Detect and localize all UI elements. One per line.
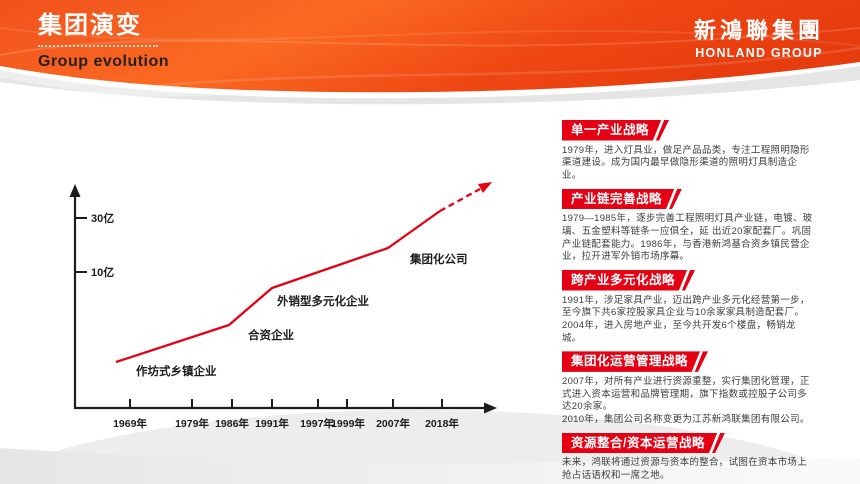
header-highlight-curve	[39, 46, 860, 102]
title-dotted-divider	[38, 44, 158, 47]
y-axis-arrow-icon	[69, 184, 81, 197]
header-highlight-curve	[0, 27, 860, 47]
header-highlight-curve	[0, 27, 860, 56]
growth-arrow-icon	[478, 182, 492, 193]
section-title-badge: 跨产业多元化战略	[562, 270, 695, 291]
x-tick-label: 2018年	[425, 417, 459, 430]
strategy-section-diversification: 跨产业多元化战略 1991年，涉足家具产业，迈出跨产业多元化经营第一步，至今旗下…	[562, 270, 826, 345]
logo-chinese-text: 新鴻聯集團	[693, 18, 824, 43]
x-tick-label: 1999年	[331, 417, 365, 430]
strategy-section-single-industry: 单一产业战略 1979年，进入灯具业，做足产品品类，专注工程照明隐形渠道建设。成…	[562, 120, 826, 183]
header-title-block: 集团演变 Group evolution	[38, 12, 169, 71]
section-body-text: 2007年，对所有产业进行资源重整，实行集团化管理，正式进入资本运营和品牌管理期…	[562, 375, 810, 426]
stage-label: 作坊式乡镇企业	[136, 364, 217, 378]
strategy-section-industry-chain: 产业链完善战略 1979—1985年，逐步完善工程照明灯具产业链，电镀、玻璃、五…	[562, 189, 826, 264]
bottom-wave-decoration	[0, 410, 860, 484]
x-tick-label: 1997年	[300, 417, 334, 430]
strategy-panel: 单一产业战略 1979年，进入灯具业，做足产品品类，专注工程照明隐形渠道建设。成…	[562, 120, 826, 484]
growth-line-dashed-projection	[439, 187, 481, 213]
section-title-badge: 单一产业战略	[562, 120, 669, 141]
section-title-badge: 集团化运营管理战略	[562, 351, 708, 372]
stage-label: 合资企业	[248, 328, 294, 342]
header-white-swoosh	[0, 66, 330, 98]
y-tick-label: 30亿	[91, 211, 114, 225]
section-body-text: 未来，鸿联将通过资源与资本的整合，试图在资本市场上抢占话语权和一席之地。	[562, 457, 808, 481]
x-axis-arrow-icon	[484, 402, 497, 414]
page-title: 集团演变	[38, 12, 142, 39]
x-tick-label: 2007年	[376, 417, 410, 430]
evolution-chart: 30亿 10亿 1969年 1979年 1986年 1991年 1997年 19…	[69, 182, 497, 430]
header-shadow-wave	[0, 66, 860, 105]
logo-english-text: HONLAND GROUP	[695, 45, 823, 60]
section-body-text: 1979—1985年，逐步完善工程照明灯具产业链，电镀、玻璃、五金塑料等链条一应…	[562, 213, 813, 263]
header-orange-wave	[0, 0, 860, 93]
stage-label: 外销型多元化企业	[276, 294, 369, 308]
header-banner	[0, 0, 860, 105]
section-body-text: 1991年，涉足家具产业，迈出跨产业多元化经营第一步，至今旗下共6家控股家具企业…	[562, 294, 810, 344]
growth-line	[115, 210, 441, 364]
page-subtitle: Group evolution	[38, 52, 170, 70]
strategy-section-group-management: 集团化运营管理战略 2007年，对所有产业进行资源重整，实行集团化管理，正式进入…	[562, 351, 826, 426]
x-tick-label: 1969年	[113, 417, 147, 430]
section-title-badge: 产业链完善战略	[562, 189, 682, 210]
stage-label: 集团化公司	[409, 252, 468, 266]
section-title-badge: 资源整合/资本运营战略	[562, 433, 725, 454]
y-tick-label: 10亿	[91, 265, 114, 279]
company-logo: 新鴻聯集團 HONLAND GROUP	[684, 17, 834, 60]
section-body-text: 1979年，进入灯具业，做足产品品类，专注工程照明隐形渠道建设。成为国内最早做隐…	[562, 144, 810, 181]
strategy-section-capital-operation: 资源整合/资本运营战略 未来，鸿联将通过资源与资本的整合，试图在资本市场上抢占话…	[562, 433, 826, 483]
x-tick-label: 1979年	[175, 417, 209, 430]
x-tick-label: 1991年	[255, 417, 289, 430]
bottom-left-wedge	[0, 448, 860, 484]
x-tick-label: 1986年	[215, 417, 249, 430]
